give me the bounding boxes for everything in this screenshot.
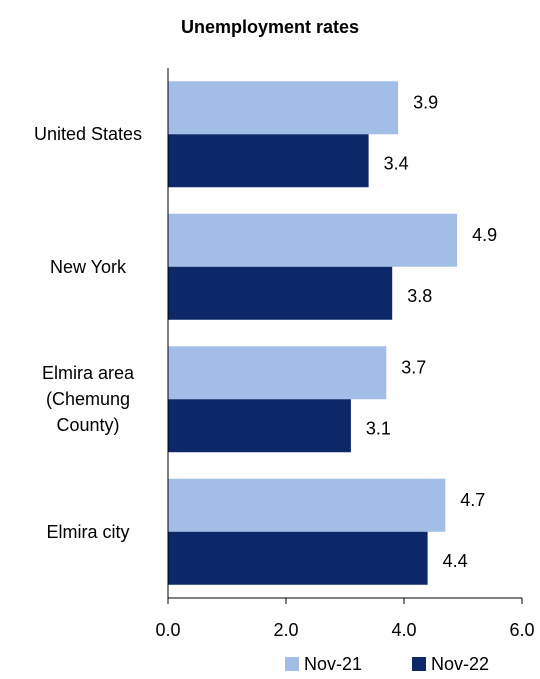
bar: [168, 134, 369, 188]
legend-label: Nov-21: [304, 654, 362, 674]
bar: [168, 213, 458, 267]
x-tick-label: 2.0: [273, 620, 298, 640]
x-tick-label: 4.0: [391, 620, 416, 640]
y-tick-label: New York: [49, 256, 127, 277]
bar: [168, 399, 351, 453]
value-label: 3.4: [384, 154, 409, 174]
value-label: 3.1: [366, 419, 391, 439]
y-tick-label: Elmira city: [46, 521, 130, 542]
x-tick-label: 0.0: [155, 620, 180, 640]
chart-title: Unemployment rates: [181, 17, 359, 37]
bar: [168, 81, 399, 135]
value-label: 4.7: [460, 490, 485, 510]
legend-swatch: [412, 657, 426, 671]
value-label: 4.9: [472, 225, 497, 245]
value-label: 3.8: [407, 286, 432, 306]
legend-label: Nov-22: [431, 654, 489, 674]
value-label: 4.4: [443, 551, 468, 571]
bar: [168, 266, 393, 320]
bar: [168, 346, 387, 400]
x-tick-label: 6.0: [509, 620, 534, 640]
y-tick-label: United States: [33, 124, 143, 145]
bar: [168, 531, 428, 585]
value-label: 3.9: [413, 93, 438, 113]
bar: [168, 478, 446, 532]
legend-swatch: [285, 657, 299, 671]
value-label: 3.7: [401, 358, 426, 378]
y-tick-label: Elmira area (Chemung County): [41, 363, 135, 436]
